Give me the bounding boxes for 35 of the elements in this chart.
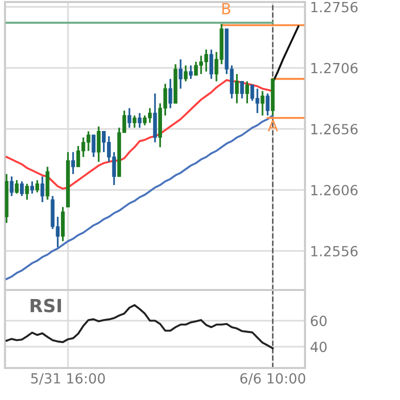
candlestick <box>30 180 34 194</box>
candlestick <box>20 180 24 197</box>
annotation: B <box>222 3 230 14</box>
y-tick-label: 1.2706 <box>311 62 358 74</box>
candlestick <box>14 179 19 194</box>
x-tick-label: 5/31 16:00 <box>31 373 105 385</box>
candlestick <box>266 92 270 116</box>
candlestick <box>128 107 132 129</box>
y-tick-label: 1.2556 <box>311 246 358 256</box>
candlestick <box>96 126 101 163</box>
candlestick <box>168 78 172 110</box>
candlestick <box>25 182 29 201</box>
y-tick-label: 1.2606 <box>311 184 358 196</box>
candlestick <box>209 48 214 80</box>
candlestick <box>132 114 136 129</box>
y-tick-label: 40 <box>310 342 327 352</box>
candlestick <box>35 179 40 194</box>
candlestick <box>245 80 250 104</box>
annotation: A <box>268 120 278 132</box>
x-tick-label: 6/6 10:00 <box>240 373 306 385</box>
annotation: RSI <box>30 298 61 312</box>
candlestick <box>184 64 188 82</box>
candlestick <box>10 176 14 197</box>
candlestick <box>92 134 96 158</box>
candlestick <box>188 64 193 80</box>
candlestick <box>71 151 75 175</box>
candlestick <box>178 58 182 90</box>
candlestick <box>40 176 44 203</box>
y-tick-label: 1.2656 <box>311 124 358 134</box>
y-tick-label: 60 <box>310 316 327 326</box>
candlestick <box>138 112 142 129</box>
y-tick-label: 1.2756 <box>311 2 358 12</box>
candlestick <box>260 90 264 116</box>
candlestick <box>240 80 244 100</box>
candlestick <box>235 73 239 104</box>
